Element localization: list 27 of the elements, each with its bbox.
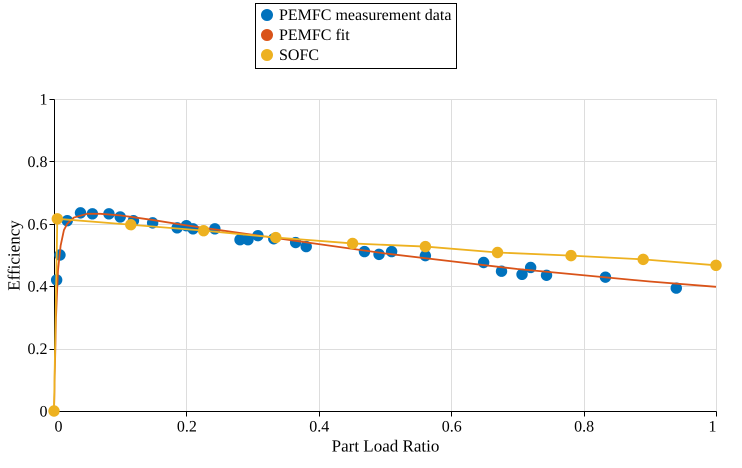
point (492, 246, 504, 258)
y-tick-label: 0.6 (28, 216, 48, 234)
y-tick-label: 0.2 (28, 341, 48, 358)
legend-label: SOFC (279, 47, 320, 64)
y-tick-label: 1 (40, 92, 48, 108)
x-tick-label: 0 (54, 418, 62, 436)
legend-label: PEMFC measurement data (279, 7, 452, 24)
x-tick-label: 1 (708, 418, 716, 436)
point (48, 405, 60, 417)
y-tick-label: 0.8 (28, 154, 48, 171)
point (198, 224, 210, 236)
y-tick-label: 0 (40, 404, 48, 420)
x-tick-label: 0.4 (309, 418, 330, 436)
point (565, 250, 577, 262)
point (420, 240, 432, 252)
point (637, 254, 649, 266)
point (346, 238, 358, 250)
point (125, 219, 136, 230)
x-tick-label: 0.2 (176, 418, 197, 436)
y-tick-label: 0.4 (28, 278, 48, 296)
point (52, 213, 64, 224)
x-tick-label: 0.8 (574, 418, 594, 436)
x-axis-title: Part Load Ratio (332, 436, 440, 456)
x-tick-label: 0.6 (442, 418, 462, 436)
legend-label: PEMFC fit (279, 27, 350, 44)
y-axis-title: Efficiency (4, 220, 24, 291)
point (710, 260, 722, 271)
